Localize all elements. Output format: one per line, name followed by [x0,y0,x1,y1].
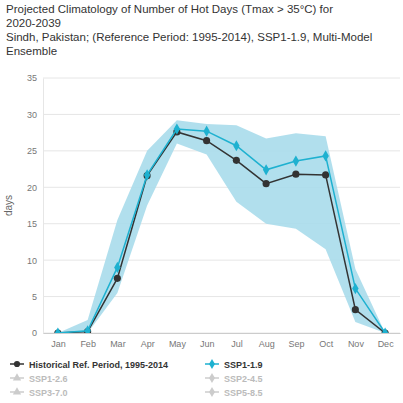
x-tick: Sep [288,333,304,349]
y-tick: 20 [27,183,43,193]
series-marker [233,157,240,164]
series-marker [352,306,359,313]
grid-line [43,187,400,188]
series-line [58,132,385,333]
legend-marker [13,387,21,394]
legend-label: SSP5-8.5 [224,388,263,398]
y-tick-label: 30 [27,110,37,120]
legend-item[interactable]: Historical Ref. Period, 1995-2014 [10,360,168,370]
y-tick-label: 5 [32,292,37,302]
x-tick: May [169,333,187,349]
x-tick: Nov [348,333,365,349]
y-tick: 35 [27,73,43,83]
x-tick-label: Jan [51,339,66,349]
grid [43,78,400,333]
legend-item[interactable]: SSP5-8.5 [205,387,263,398]
x-tick: Feb [80,333,96,349]
legend-item[interactable]: SSP2-4.5 [205,373,263,384]
legend-label: SSP2-4.5 [224,374,263,384]
series-marker [293,155,299,166]
series-marker [263,180,270,187]
legend-marker [209,373,215,383]
legend-item[interactable]: SSP1-2.6 [10,373,68,383]
legend-label: SSP3-7.0 [29,388,68,398]
x-tick: Jul [231,333,243,349]
title: Projected Climatology of Number of Hot D… [6,3,333,29]
grid-line [43,333,400,334]
x-tick-label: Jul [231,339,243,349]
y-axis: 0 5 10 15 20 25 30 35 [27,73,44,338]
y-tick: 25 [27,146,43,156]
series-marker [144,169,150,180]
x-tick: Aug [259,333,275,349]
series-marker [203,126,209,137]
y-tick-label: 35 [27,73,37,83]
series-marker [322,171,329,178]
series-marker [382,327,388,333]
x-tick-label: Dec [378,339,395,349]
x-tick-label: Feb [80,339,96,349]
legend-item[interactable]: SSP1-1.9 [205,359,263,370]
y-tick-label: 25 [27,146,37,156]
series-marker [322,150,328,161]
y-tick: 5 [32,292,43,302]
x-tick-label: May [169,339,187,349]
y-axis-line [43,79,44,334]
subtitle: Sindh, Pakistan; (Reference Period: 1995… [6,31,372,57]
series-marker [114,262,120,273]
legend-marker [14,361,20,367]
series-marker [233,140,239,151]
legend-item[interactable]: SSP3-7.0 [10,387,68,397]
marks [54,120,388,333]
series-line [58,129,385,333]
x-tick-label: Oct [319,339,334,349]
grid-line [43,78,400,79]
grid-line [43,114,400,115]
y-tick-label: 0 [32,328,37,338]
x-tick: Apr [141,333,155,349]
legend-label: SSP1-2.6 [29,374,68,384]
x-axis: Jan Feb Mar Apr May Jun Jul Aug Sep Oct Nov Dec [44,333,401,349]
x-axis-line [44,333,401,334]
chart: Projected Climatology of Number of Hot D… [0,0,403,403]
legend-marker [209,387,215,397]
x-tick: Mar [110,333,126,349]
series-marker [114,275,121,282]
y-label: days [3,195,14,216]
x-tick-label: Aug [259,339,275,349]
y-tick: 10 [27,256,43,266]
legend-label: Historical Ref. Period, 1995-2014 [29,360,168,370]
y-tick-label: 10 [27,256,37,266]
y-tick: 30 [27,110,43,120]
series-marker [84,325,90,333]
grid-line [43,223,400,224]
series-marker [174,123,180,134]
series-marker [292,171,299,178]
series-marker [352,283,358,294]
x-tick-label: Nov [348,339,365,349]
series-marker [203,137,210,144]
x-tick: Jan [51,333,66,349]
y-tick-label: 15 [27,219,37,229]
x-tick-label: Jun [200,339,215,349]
x-tick-label: Sep [288,339,304,349]
x-tick: Jun [200,333,215,349]
legend-marker [209,359,215,369]
x-tick-label: Mar [110,339,126,349]
range-band [58,120,385,333]
y-tick-label: 20 [27,183,37,193]
y-tick: 15 [27,219,43,229]
legend: Historical Ref. Period, 1995-2014 SSP1-1.… [10,359,263,398]
legend-marker [13,373,21,380]
x-tick-label: Apr [141,339,155,349]
x-tick: Oct [319,333,334,349]
series-marker [263,164,269,175]
legend-label: SSP1-1.9 [224,360,263,370]
x-tick: Dec [378,333,395,349]
series-marker [55,327,61,333]
y-tick: 0 [32,328,43,338]
